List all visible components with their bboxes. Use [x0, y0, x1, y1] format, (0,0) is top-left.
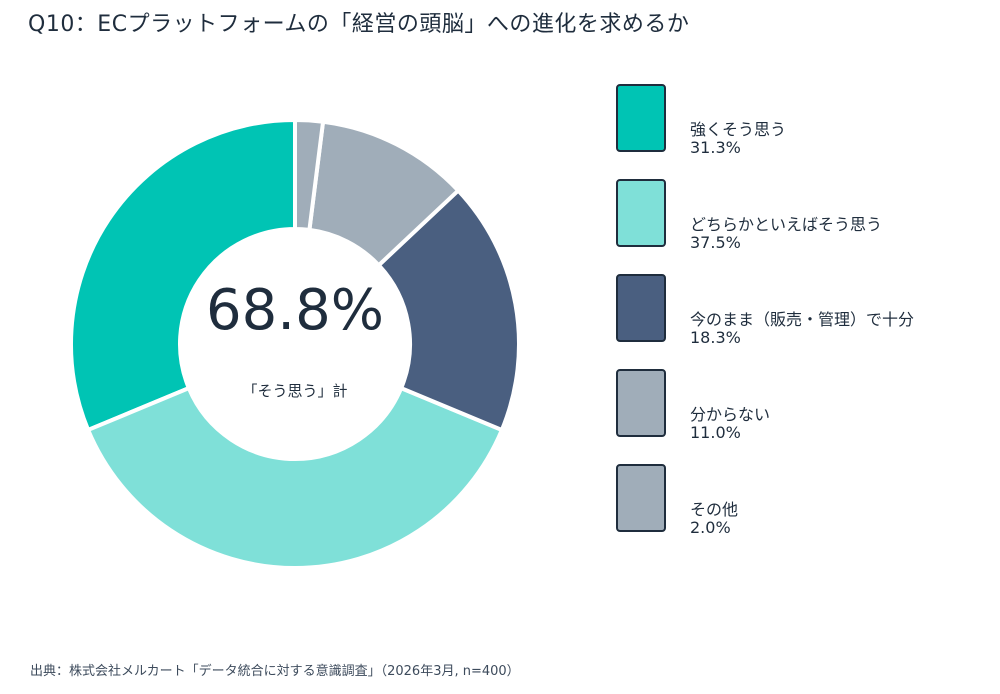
donut-slice-2 [85, 385, 505, 570]
legend-swatch [616, 274, 666, 342]
legend-item: その他 2.0% [616, 464, 986, 537]
center-total-label: 「そう思う」計 [242, 382, 348, 400]
center-total-value: 68.8% [206, 278, 384, 343]
legend-value: 2.0% [690, 518, 731, 537]
legend-value: 18.3% [690, 328, 741, 347]
donut-slice-1 [69, 117, 297, 433]
donut-slice-5 [293, 117, 326, 233]
donut-slice-3 [375, 187, 521, 433]
legend-swatch [616, 179, 666, 247]
legend-label: 強くそう思う [690, 120, 787, 139]
legend-swatch [616, 464, 666, 532]
legend-item: 強くそう思う 31.3% [616, 84, 986, 157]
legend-item: どちらかといえばそう思う 37.5% [616, 179, 986, 252]
legend-label: その他 [690, 500, 739, 519]
legend-item: 今のまま（販売・管理）で十分 18.3% [616, 274, 986, 347]
legend-label: 今のまま（販売・管理）で十分 [690, 310, 915, 329]
legend-label: どちらかといえばそう思う [690, 215, 883, 234]
legend-value: 11.0% [690, 423, 741, 442]
legend-swatch [616, 369, 666, 437]
legend-value: 37.5% [690, 233, 741, 252]
chart-title: Q10：ECプラットフォームの「経営の頭脳」への進化を求めるか [28, 12, 690, 37]
legend-swatch [616, 84, 666, 152]
source-note: 出典：株式会社メルカート「データ統合に対する意識調査」（2026年3月, n=4… [30, 664, 520, 679]
legend-label: 分からない [690, 405, 771, 424]
legend-item: 分からない 11.0% [616, 369, 986, 442]
legend-value: 31.3% [690, 138, 741, 157]
